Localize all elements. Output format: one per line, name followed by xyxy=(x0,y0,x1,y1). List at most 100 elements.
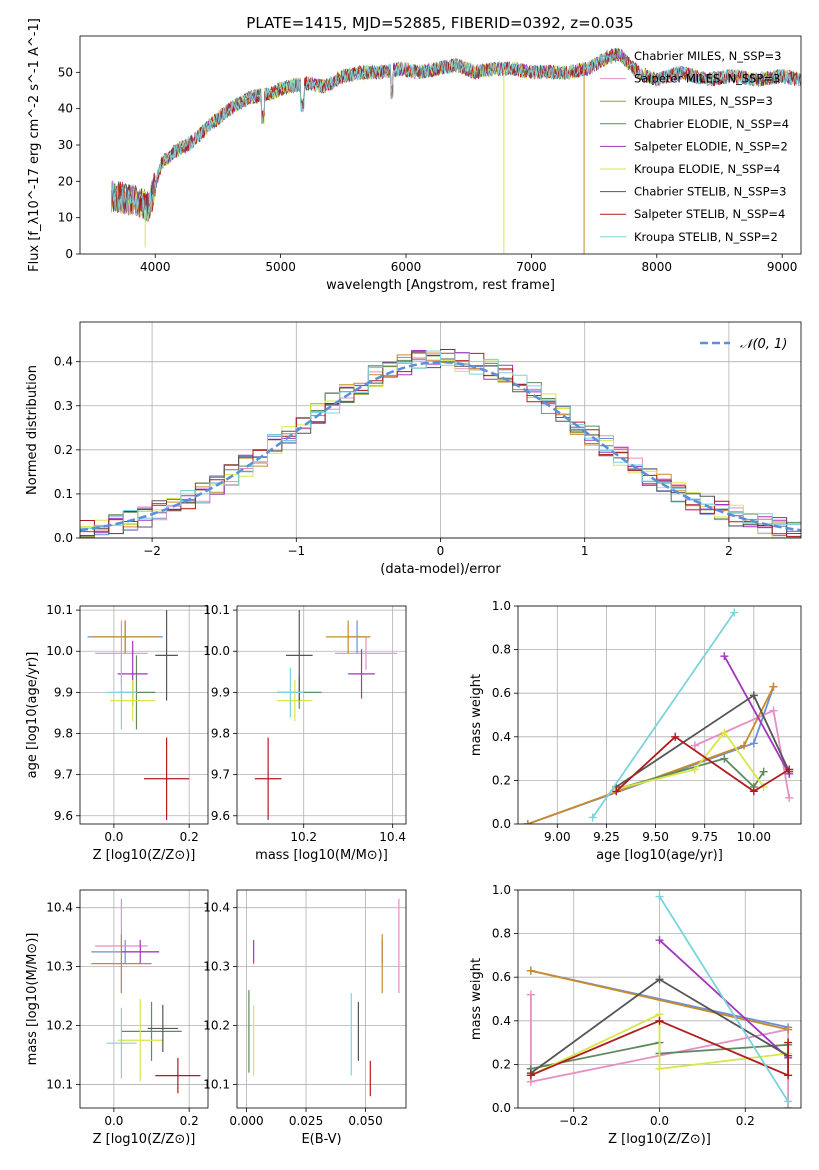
y-tick-label: 10 xyxy=(58,211,73,225)
y-tick-label: 1.0 xyxy=(492,883,511,897)
y-tick-label: 9.9 xyxy=(54,685,73,699)
plot-area xyxy=(87,610,190,820)
panel-mass-vs-Z: 0.0 0.2 10.1 10.2 10.3 10.4 Z [log10(Z/Z⊙)] mas… xyxy=(25,889,209,1147)
y-tick-label: 10.1 xyxy=(203,603,230,617)
y-tick-label: 10.2 xyxy=(46,1019,73,1033)
legend-entry: Salpeter ELODIE, N_SSP=2 xyxy=(634,139,788,153)
normal-fit-curve xyxy=(80,360,801,532)
panel-spectrum: 4000 5000 6000 7000 8000 9000 0 10 20 30 40 50 wavel… xyxy=(27,18,802,293)
weight-marker xyxy=(769,682,778,691)
y-axis-label: mass weight xyxy=(469,958,484,1040)
x-tick-label: 0.2 xyxy=(180,1114,199,1128)
y-tick-label: 50 xyxy=(58,65,73,79)
y-tick-label: 10.3 xyxy=(203,960,230,974)
x-tick-label: 0.2 xyxy=(736,1114,755,1128)
plot-area xyxy=(523,608,794,824)
x-tick-label: 5000 xyxy=(265,260,296,274)
panel-age-vs-mass: 10.2 10.4 9.6 9.7 9.8 9.9 10.0 10.1 mass [log10(… xyxy=(203,603,407,863)
weight-marker xyxy=(769,706,778,715)
y-tick-label: 9.8 xyxy=(211,727,230,741)
y-tick-label: 9.9 xyxy=(211,685,230,699)
x-tick-label: 0.000 xyxy=(229,1114,263,1128)
y-tick-label: 0.4 xyxy=(492,730,511,744)
legend-entry: Salpeter MILES, N_SSP=3 xyxy=(634,72,780,86)
y-axis-label: Normed distribution xyxy=(25,365,40,495)
weight-line-salpeter-stelib xyxy=(530,1019,789,1077)
weight-marker xyxy=(759,767,768,776)
x-axis-label: E(B-V) xyxy=(301,1132,341,1147)
weight-marker xyxy=(749,787,758,796)
panel-weight-vs-age: 9.00 9.25 9.50 9.75 10.00 0.0 0.2 0.4 0.6 0.8 1.0 a… xyxy=(469,599,802,863)
x-tick-label: 4000 xyxy=(140,260,171,274)
y-tick-label: 0 xyxy=(65,247,73,261)
x-axis-label: age [log10(age/yr)] xyxy=(596,848,723,863)
x-tick-label: 8000 xyxy=(642,260,673,274)
weight-marker xyxy=(690,741,699,750)
x-tick-label: −1 xyxy=(287,544,305,558)
y-tick-label: 10.4 xyxy=(203,901,230,915)
weight-line-kroupa-stelib xyxy=(658,896,789,1102)
axes-frame xyxy=(236,605,407,825)
y-tick-label: 0.2 xyxy=(54,443,73,457)
axes-frame xyxy=(236,889,407,1109)
x-tick-label: −2 xyxy=(143,544,161,558)
weight-marker xyxy=(785,793,794,802)
x-tick-label: 9.25 xyxy=(593,830,620,844)
spectrum-line-kroupa-stelib xyxy=(110,48,801,223)
y-tick-label: 0.4 xyxy=(54,355,73,369)
weight-marker xyxy=(784,1097,793,1106)
y-tick-label: 9.8 xyxy=(54,727,73,741)
legend-entry: Chabrier ELODIE, N_SSP=4 xyxy=(634,117,789,131)
y-tick-label: 0.6 xyxy=(492,686,511,700)
x-tick-label: 0.0 xyxy=(104,1114,123,1128)
weight-marker xyxy=(720,652,729,661)
x-axis-label: Z [log10(Z/Z⊙)] xyxy=(608,1132,711,1147)
x-axis-label: (data-model)/error xyxy=(380,562,501,577)
weight-line-salpeter-elodie xyxy=(723,655,790,775)
y-tick-label: 9.7 xyxy=(54,768,73,782)
weight-marker xyxy=(655,1064,664,1073)
plot-area xyxy=(248,898,400,1097)
x-tick-label: 9.75 xyxy=(691,830,718,844)
weight-marker xyxy=(720,754,729,763)
x-tick-label: 6000 xyxy=(391,260,422,274)
x-tick-label: 9000 xyxy=(767,260,798,274)
y-tick-label: 0.4 xyxy=(492,1014,511,1028)
weight-marker xyxy=(749,739,758,748)
plot-area xyxy=(110,47,801,254)
weight-marker xyxy=(526,1071,535,1080)
weight-marker xyxy=(655,1016,664,1025)
weight-marker xyxy=(655,936,664,945)
legend-entry: Kroupa ELODIE, N_SSP=4 xyxy=(634,162,780,176)
legend-entry: Salpeter STELIB, N_SSP=4 xyxy=(634,207,785,221)
weight-line-kroupa-elodie xyxy=(530,1012,789,1077)
y-tick-label: 10.1 xyxy=(46,603,73,617)
spectrum-line-kroupa-miles xyxy=(110,59,585,220)
x-axis-label: Z [log10(Z/Z⊙)] xyxy=(93,1132,196,1147)
y-tick-label: 0.1 xyxy=(54,487,73,501)
x-tick-label: 0.0 xyxy=(104,830,123,844)
weight-marker xyxy=(720,728,729,737)
figure-title: PLATE=1415, MJD=52885, FIBERID=0392, z=0… xyxy=(246,14,633,32)
legend-entry: Kroupa STELIB, N_SSP=2 xyxy=(634,230,778,244)
y-tick-label: 30 xyxy=(58,138,73,152)
weight-marker xyxy=(655,975,664,984)
plot-area xyxy=(91,898,201,1094)
y-tick-label: 0.0 xyxy=(492,817,511,831)
x-tick-label: −0.2 xyxy=(559,1114,588,1128)
y-axis-label: Flux [f_λ10^-17 erg cm^-2 s^-1 A^-1] xyxy=(27,18,42,272)
x-tick-label: 0.025 xyxy=(289,1114,323,1128)
x-axis-label: mass [log10(M/M⊙)] xyxy=(255,848,388,863)
plot-area xyxy=(80,349,801,538)
y-tick-label: 0.2 xyxy=(492,773,511,787)
y-tick-label: 0.3 xyxy=(54,399,73,413)
weight-marker xyxy=(740,741,749,750)
x-tick-label: 2 xyxy=(725,544,733,558)
axes-frame xyxy=(79,321,802,539)
y-tick-label: 40 xyxy=(58,102,73,116)
legend-entry: Kroupa MILES, N_SSP=3 xyxy=(634,94,773,108)
axes-frame xyxy=(79,35,802,255)
axes-frame xyxy=(79,889,209,1109)
weight-line-kroupa-stelib xyxy=(591,611,735,819)
